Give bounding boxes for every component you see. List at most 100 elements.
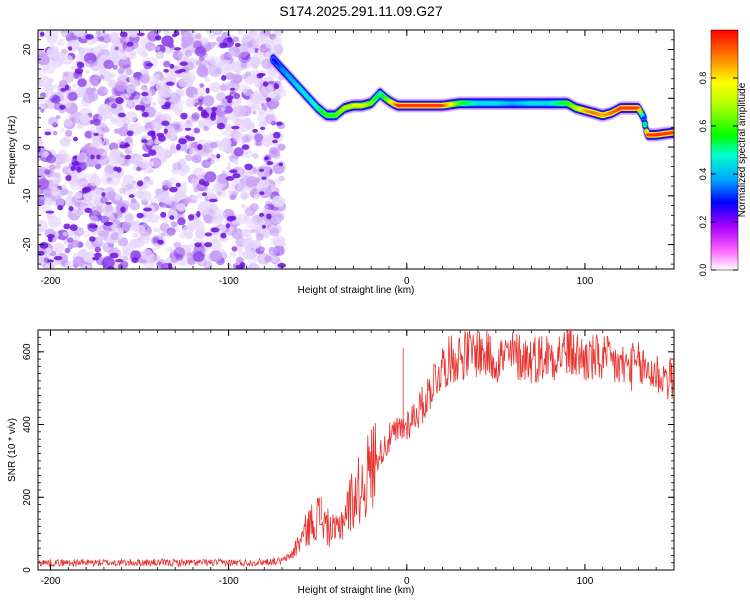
noise-speckle	[197, 143, 203, 151]
noise-speckle	[253, 196, 258, 201]
noise-speckle	[229, 193, 237, 201]
noise-speckle	[168, 230, 174, 236]
noise-speckle	[53, 255, 63, 261]
noise-speckle	[52, 131, 58, 136]
noise-speckle	[210, 56, 221, 66]
noise-speckle	[224, 128, 233, 137]
noise-speckle	[252, 110, 257, 115]
noise-speckle	[210, 113, 216, 117]
snr-line	[38, 330, 674, 568]
noise-speckle	[259, 246, 265, 252]
noise-speckle	[251, 62, 259, 70]
noise-speckle	[207, 157, 212, 162]
noise-speckle	[84, 207, 92, 214]
noise-speckle	[209, 230, 222, 242]
noise-speckle	[231, 111, 238, 117]
noise-speckle	[82, 230, 90, 238]
noise-speckle	[262, 228, 270, 235]
noise-speckle	[180, 55, 189, 63]
noise-speckle	[264, 205, 269, 210]
noise-speckle	[62, 71, 75, 83]
noise-speckle	[182, 225, 194, 236]
noise-speckle	[91, 47, 98, 53]
noise-speckle	[63, 118, 73, 127]
noise-speckle	[237, 30, 244, 35]
noise-speckle	[234, 42, 241, 47]
noise-speckle	[275, 95, 281, 101]
colorbar-tick-label: 0.8	[698, 72, 708, 85]
noise-speckle	[225, 95, 234, 100]
spectrogram-x-ticks: -200 -100 0 100	[40, 30, 675, 287]
noise-speckle	[170, 221, 178, 228]
noise-speckle	[196, 210, 201, 218]
noise-speckle	[204, 232, 213, 237]
noise-speckle	[224, 105, 233, 114]
noise-speckle	[271, 195, 285, 208]
noise-speckle	[256, 34, 267, 45]
noise-speckle	[174, 47, 182, 51]
noise-speckle	[234, 132, 244, 141]
noise-speckle	[77, 89, 86, 97]
noise-speckle	[200, 37, 209, 46]
noise-speckle	[255, 139, 263, 147]
noise-speckle	[261, 58, 273, 70]
noise-speckle	[163, 128, 168, 134]
noise-speckle	[151, 134, 157, 140]
noise-speckle	[117, 264, 124, 269]
noise-speckle	[251, 240, 261, 249]
noise-speckle	[93, 187, 103, 196]
noise-speckle	[82, 92, 95, 104]
noise-speckle	[208, 33, 216, 40]
noise-speckle	[141, 139, 148, 144]
noise-speckle	[139, 74, 150, 84]
noise-speckle	[141, 111, 149, 118]
noise-speckle	[38, 53, 50, 66]
noise-speckle	[107, 211, 112, 217]
noise-speckle	[220, 131, 226, 136]
noise-speckle	[165, 81, 175, 86]
noise-speckle	[183, 197, 191, 204]
noise-speckle	[216, 153, 221, 159]
noise-speckle	[163, 68, 169, 73]
noise-speckle	[89, 224, 98, 229]
noise-speckle	[210, 237, 218, 245]
noise-speckle	[168, 43, 175, 49]
noise-speckle	[64, 247, 71, 254]
noise-speckle	[230, 87, 236, 91]
noise-speckle	[147, 160, 155, 168]
noise-speckle	[179, 118, 192, 130]
noise-speckle	[195, 59, 203, 66]
noise-speckle	[261, 105, 268, 111]
noise-speckle	[43, 197, 54, 207]
noise-speckle	[277, 263, 287, 268]
noise-speckle	[102, 242, 114, 253]
noise-speckle	[277, 143, 286, 151]
spectrogram-ridge	[269, 52, 674, 142]
noise-speckle	[240, 203, 247, 209]
noise-speckle	[79, 113, 90, 124]
noise-speckle	[172, 169, 179, 175]
noise-speckle	[275, 121, 283, 126]
noise-speckle	[170, 103, 179, 112]
noise-speckle	[227, 36, 233, 43]
noise-speckle	[246, 74, 255, 82]
noise-speckle	[241, 228, 252, 238]
noise-speckle	[247, 263, 260, 269]
noise-speckle	[46, 154, 57, 164]
noise-speckle	[248, 47, 256, 54]
noise-speckle	[180, 164, 191, 174]
noise-speckle	[70, 117, 76, 123]
noise-speckle	[259, 126, 266, 130]
noise-speckle	[57, 205, 64, 211]
noise-speckle	[118, 187, 126, 194]
noise-speckle	[216, 122, 225, 130]
noise-speckle	[231, 228, 244, 240]
noise-speckle	[136, 32, 145, 36]
spectrogram-y-tick-label: 10	[22, 92, 33, 104]
noise-speckle	[159, 202, 167, 209]
noise-speckle	[47, 116, 59, 127]
noise-speckle	[230, 215, 237, 221]
noise-speckle	[193, 40, 203, 49]
noise-speckle	[92, 256, 99, 261]
noise-speckle	[109, 148, 121, 159]
